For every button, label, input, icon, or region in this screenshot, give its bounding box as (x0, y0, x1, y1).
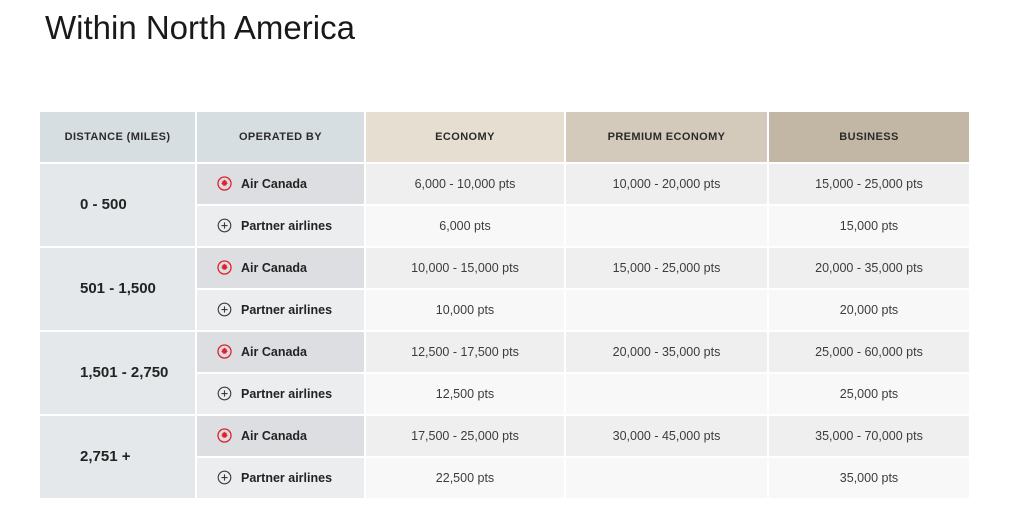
distance-cell: 1,501 - 2,750 (40, 331, 195, 414)
premium-economy-cell: 10,000 - 20,000 pts (566, 163, 767, 204)
distance-cell: 2,751 + (40, 415, 195, 498)
table-row: 501 - 1,500 Air Canada 10,000 - 15,000 pts… (40, 247, 969, 330)
partner-airlines-plus-icon (217, 302, 232, 317)
distance-cell: 501 - 1,500 (40, 247, 195, 330)
table-row: Partner airlines 6,000 pts 15,000 pts (40, 205, 969, 246)
header-business: BUSINESS (769, 111, 969, 162)
economy-cell: 17,500 - 25,000 pts (366, 415, 564, 456)
points-table-body: 0 - 500 Air Canada 6,000 - 10,000 pts 10,00… (40, 163, 969, 498)
carrier-label: Partner airlines (241, 219, 333, 234)
carrier-label: Partner airlines (241, 303, 333, 318)
business-cell: 15,000 pts (769, 205, 969, 246)
carrier-label: Partner airlines (241, 387, 333, 402)
carrier-cell: Partner airlines (197, 373, 364, 414)
partner-airlines-plus-icon (217, 386, 232, 401)
table-row: Partner airlines 12,500 pts 25,000 pts (40, 373, 969, 414)
partner-airlines-plus-icon (217, 470, 232, 485)
premium-economy-cell (566, 289, 767, 330)
business-cell: 20,000 pts (769, 289, 969, 330)
carrier-cell: Air Canada (197, 415, 364, 456)
header-operated-by: OPERATED BY (197, 111, 364, 162)
table-row: 0 - 500 Air Canada 6,000 - 10,000 pts 10,00… (40, 163, 969, 246)
distance-cell: 0 - 500 (40, 163, 195, 246)
premium-economy-cell: 30,000 - 45,000 pts (566, 415, 767, 456)
carrier-label: Partner airlines (241, 471, 333, 486)
partner-airlines-plus-icon (217, 218, 232, 233)
economy-cell: 6,000 pts (366, 205, 564, 246)
carrier-cell: Partner airlines (197, 289, 364, 330)
economy-cell: 22,500 pts (366, 457, 564, 498)
table-row: 2,751 + Air Canada 17,500 - 25,000 pts 30,0… (40, 415, 969, 498)
table-header: DISTANCE (MILES) OPERATED BY ECONOMY PRE… (40, 111, 969, 162)
premium-economy-cell (566, 205, 767, 246)
header-row: DISTANCE (MILES) OPERATED BY ECONOMY PRE… (40, 111, 969, 162)
premium-economy-cell (566, 457, 767, 498)
business-cell: 20,000 - 35,000 pts (769, 247, 969, 288)
carrier-cell: Partner airlines (197, 205, 364, 246)
carrier-cell: Air Canada (197, 163, 364, 204)
header-distance-miles: DISTANCE (MILES) (40, 111, 195, 162)
business-cell: 35,000 pts (769, 457, 969, 498)
carrier-cell: Air Canada (197, 247, 364, 288)
business-cell: 25,000 pts (769, 373, 969, 414)
air-canada-roundel-icon (217, 344, 232, 359)
economy-cell: 10,000 pts (366, 289, 564, 330)
premium-economy-cell (566, 373, 767, 414)
business-cell: 15,000 - 25,000 pts (769, 163, 969, 204)
carrier-label: Air Canada (241, 345, 307, 360)
economy-cell: 6,000 - 10,000 pts (366, 163, 564, 204)
premium-economy-cell: 20,000 - 35,000 pts (566, 331, 767, 372)
air-canada-roundel-icon (217, 260, 232, 275)
economy-cell: 12,500 pts (366, 373, 564, 414)
economy-cell: 10,000 - 15,000 pts (366, 247, 564, 288)
page-title: Within North America (45, 9, 355, 46)
table-row: Partner airlines 10,000 pts 20,000 pts (40, 289, 969, 330)
header-premium-economy: PREMIUM ECONOMY (566, 111, 767, 162)
table-row: 1,501 - 2,750 Air Canada 12,500 - 17,500 p… (40, 331, 969, 414)
carrier-label: Air Canada (241, 261, 307, 276)
air-canada-roundel-icon (217, 176, 232, 191)
premium-economy-cell: 15,000 - 25,000 pts (566, 247, 767, 288)
carrier-cell: Partner airlines (197, 457, 364, 498)
carrier-label: Air Canada (241, 177, 307, 192)
business-cell: 25,000 - 60,000 pts (769, 331, 969, 372)
economy-cell: 12,500 - 17,500 pts (366, 331, 564, 372)
header-economy: ECONOMY (366, 111, 564, 162)
award-points-table: DISTANCE (MILES) OPERATED BY ECONOMY PRE… (38, 110, 971, 500)
carrier-label: Air Canada (241, 429, 307, 444)
business-cell: 35,000 - 70,000 pts (769, 415, 969, 456)
table-row: Partner airlines 22,500 pts 35,000 pts (40, 457, 969, 498)
air-canada-roundel-icon (217, 428, 232, 443)
carrier-cell: Air Canada (197, 331, 364, 372)
